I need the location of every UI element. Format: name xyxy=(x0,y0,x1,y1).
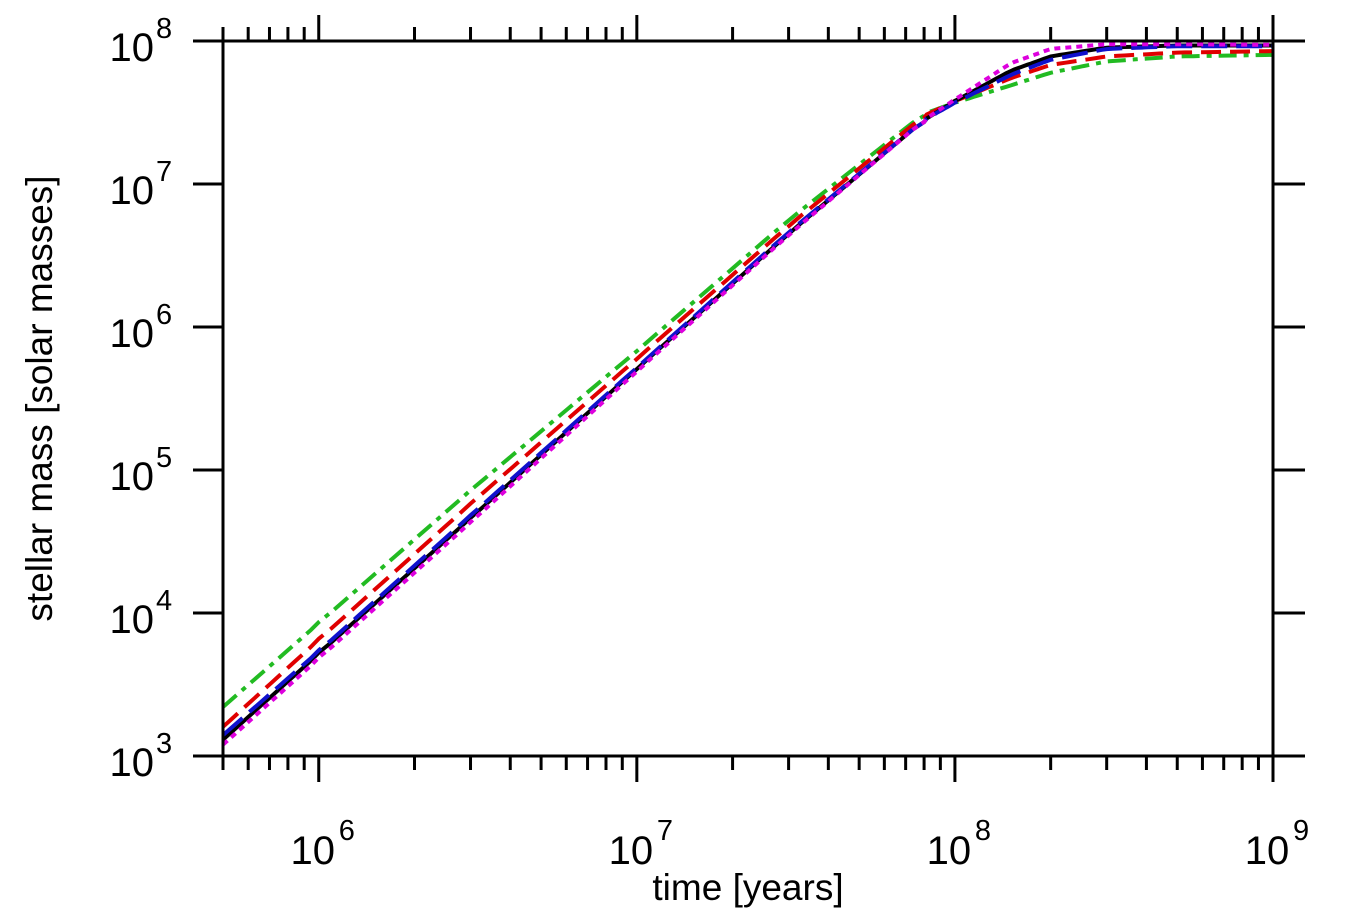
y-tick-exponent: 7 xyxy=(156,156,172,188)
y-tick-base: 10 xyxy=(110,741,155,785)
y-tick-label: 10 4 xyxy=(110,585,173,642)
series-line xyxy=(221,43,1273,742)
tick-marks xyxy=(193,15,1305,782)
y-tick-base: 10 xyxy=(110,312,155,356)
x-tick-label: 10 8 xyxy=(927,815,991,873)
y-tick-base: 10 xyxy=(110,26,155,70)
y-tick-exponent: 8 xyxy=(156,13,172,45)
x-tick-base: 10 xyxy=(609,829,654,873)
x-tick-base: 10 xyxy=(927,829,972,873)
y-tick-label: 10 5 xyxy=(110,442,173,499)
x-tick-label: 10 9 xyxy=(1245,815,1309,873)
x-tick-label: 10 6 xyxy=(291,815,355,873)
y-tick-base: 10 xyxy=(110,598,155,642)
x-tick-exponent: 9 xyxy=(1293,815,1309,847)
x-tick-label: 10 7 xyxy=(609,815,673,873)
y-tick-base: 10 xyxy=(110,455,155,499)
series-line xyxy=(221,44,1273,737)
x-tick-exponent: 7 xyxy=(657,815,673,847)
series-line xyxy=(221,52,1274,709)
y-tick-exponent: 4 xyxy=(156,585,172,617)
plot-frame xyxy=(221,39,1275,758)
series-line xyxy=(221,42,1273,747)
x-tick-exponent: 6 xyxy=(339,815,355,847)
y-tick-label: 10 3 xyxy=(110,728,173,785)
y-tick-exponent: 6 xyxy=(156,299,172,331)
y-axis-label: stellar mass [solar masses] xyxy=(19,175,60,621)
y-tick-exponent: 3 xyxy=(156,728,172,760)
y-tick-label: 10 8 xyxy=(110,13,173,70)
x-tick-base: 10 xyxy=(291,829,336,873)
x-tick-labels: 10 6 10 7 10 8 10 9 xyxy=(291,815,1310,873)
x-axis-label: time [years] xyxy=(652,867,843,908)
series-lines xyxy=(221,42,1274,747)
x-tick-exponent: 8 xyxy=(975,815,991,847)
y-tick-label: 10 7 xyxy=(110,156,173,213)
series-line xyxy=(221,49,1274,729)
y-tick-label: 10 6 xyxy=(110,299,173,356)
y-tick-exponent: 5 xyxy=(156,442,172,474)
x-tick-base: 10 xyxy=(1245,829,1290,873)
y-tick-base: 10 xyxy=(110,169,155,213)
